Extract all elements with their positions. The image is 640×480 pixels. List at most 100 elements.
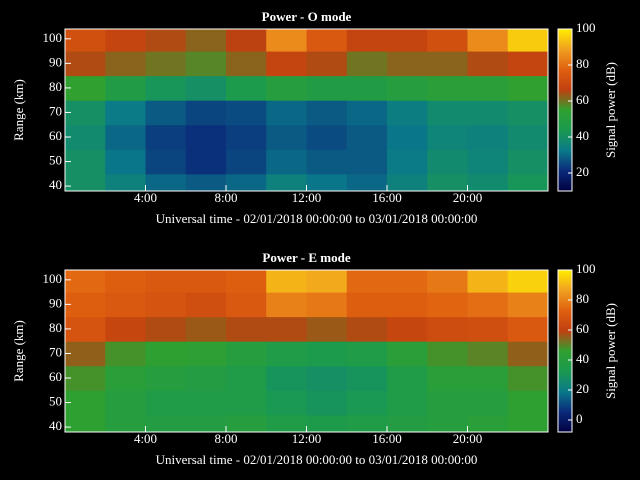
x-tick-label: 12:00 [292, 190, 322, 205]
heatmap-cell [65, 29, 106, 52]
heatmap-cell [467, 173, 509, 191]
heatmap-cell [507, 365, 548, 391]
heatmap-cell [387, 124, 428, 150]
heatmap-cell [427, 29, 468, 52]
colorbar-tick-label: 100 [576, 20, 596, 35]
heatmap-cell [346, 414, 388, 432]
heatmap-cell [226, 414, 267, 432]
heatmap-cell [266, 316, 307, 342]
heatmap-cell [226, 149, 267, 175]
heatmap-cell [266, 365, 307, 391]
y-tick-label: 90 [49, 295, 62, 310]
heatmap-cell [145, 365, 187, 391]
heatmap-cell [507, 75, 548, 101]
heatmap-cell [507, 124, 548, 150]
heatmap-cell [507, 341, 548, 367]
heatmap-cell [65, 365, 106, 391]
heatmap-cell [105, 75, 146, 101]
y-axis-label: Range (km) [11, 320, 26, 382]
heatmap-cell [346, 100, 388, 126]
x-axis-label: Universal time - 02/01/2018 00:00:00 to … [156, 452, 478, 467]
heatmap-cell [306, 173, 348, 191]
heatmap-cell [346, 341, 388, 367]
heatmap-cell [266, 51, 307, 77]
y-tick-label: 80 [49, 79, 62, 94]
heatmap-cell [306, 51, 348, 77]
heatmap-cell [306, 124, 348, 150]
heatmap-cell [427, 414, 468, 432]
heatmap-cell [387, 29, 428, 52]
heatmap-cell [387, 292, 428, 318]
heatmap-cell [346, 270, 388, 293]
heatmap-cell [427, 365, 468, 391]
heatmap-cell [467, 390, 509, 416]
heatmap-cell [387, 316, 428, 342]
heatmap-cell [346, 124, 388, 150]
heatmap-cell [185, 51, 227, 77]
heatmap-cell [306, 149, 348, 175]
heatmap-cell [266, 390, 307, 416]
colorbar-tick-label: 80 [576, 291, 589, 306]
heatmap-cell [467, 100, 509, 126]
heatmap-cell [185, 100, 227, 126]
heatmap-cell [467, 149, 509, 175]
heatmap-cell [427, 270, 468, 293]
heatmap-cell [387, 149, 428, 175]
x-tick-label: 8:00 [214, 190, 237, 205]
heatmap-cell [346, 75, 388, 101]
heatmap-cell [467, 29, 509, 52]
heatmap-cell [105, 365, 146, 391]
heatmap-cell [145, 390, 187, 416]
heatmap-cell [185, 414, 227, 432]
heatmap-cell [306, 316, 348, 342]
heatmap-cell [266, 292, 307, 318]
heatmap-cell [65, 341, 106, 367]
panel-title: Power - O mode [262, 9, 352, 24]
y-tick-label: 80 [49, 320, 62, 335]
heatmap [65, 270, 548, 432]
colorbar-tick-label: 60 [576, 92, 589, 107]
heatmap-cell [346, 390, 388, 416]
heatmap-cell [226, 270, 267, 293]
y-axis-label: Range (km) [11, 79, 26, 141]
heatmap-cell [145, 51, 187, 77]
heatmap-cell [226, 341, 267, 367]
heatmap-cell [185, 270, 227, 293]
heatmap-cell [185, 390, 227, 416]
y-tick-label: 100 [43, 30, 63, 45]
heatmap-cell [346, 149, 388, 175]
heatmap-cell [145, 100, 187, 126]
y-tick-label: 50 [49, 153, 62, 168]
heatmap-cell [185, 124, 227, 150]
heatmap-cell [306, 100, 348, 126]
heatmap-cell [467, 365, 509, 391]
heatmap-cell [387, 414, 428, 432]
heatmap-cell [306, 365, 348, 391]
heatmap-cell [507, 149, 548, 175]
heatmap-cell [145, 270, 187, 293]
y-tick-label: 60 [49, 128, 62, 143]
heatmap-cell [507, 292, 548, 318]
colorbar [557, 269, 573, 433]
heatmap-cell [266, 149, 307, 175]
heatmap-cell [105, 414, 146, 432]
colorbar-tick-label: 40 [576, 351, 589, 366]
heatmap-cell [507, 51, 548, 77]
heatmap-cell [185, 75, 227, 101]
heatmap-cell [145, 29, 187, 52]
heatmap-cell [387, 75, 428, 101]
heatmap-cell [427, 390, 468, 416]
heatmap-cell [105, 316, 146, 342]
heatmap-cell [185, 341, 227, 367]
heatmap-cell [226, 29, 267, 52]
heatmap-cell [226, 173, 267, 191]
heatmap-cell [387, 173, 428, 191]
heatmap-cell [145, 173, 187, 191]
heatmap-cell [427, 149, 468, 175]
heatmap-cell [346, 365, 388, 391]
x-tick-label: 4:00 [134, 190, 157, 205]
heatmap-cell [467, 124, 509, 150]
heatmap-cell [185, 29, 227, 52]
heatmap-cell [507, 29, 548, 52]
